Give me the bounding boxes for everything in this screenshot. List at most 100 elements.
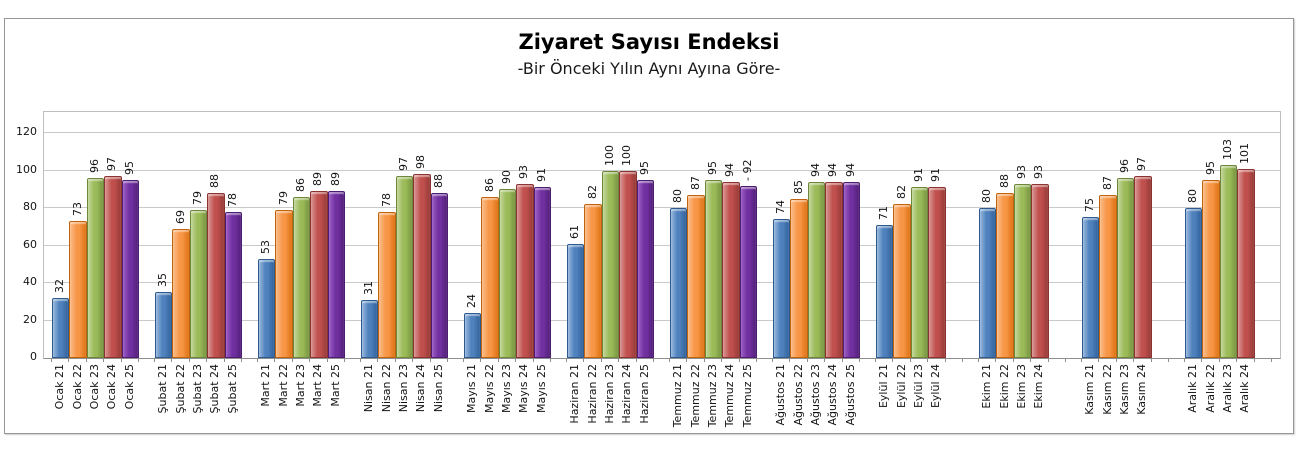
x-axis-tick bbox=[532, 358, 534, 362]
x-axis-category-label: Ağustos 24 bbox=[826, 364, 840, 426]
bar-şubat-22 bbox=[172, 228, 190, 358]
x-axis-tick bbox=[223, 358, 225, 362]
bar-value-label: 98 bbox=[414, 155, 428, 170]
bar-eylül-22 bbox=[893, 204, 911, 358]
bar-haziran-24 bbox=[619, 170, 637, 358]
x-axis-tick bbox=[550, 358, 551, 362]
x-axis-category-label: Ağustos 21 bbox=[774, 364, 788, 426]
y-axis-label-40: 40 bbox=[23, 275, 37, 288]
bar-eylül-23 bbox=[910, 187, 929, 358]
x-axis-tick bbox=[995, 358, 997, 362]
x-axis-category-label: Ekim 21 bbox=[980, 364, 994, 409]
x-axis-category-label: Temmuz 25 bbox=[740, 364, 754, 428]
bar-value-label: 96 bbox=[1118, 159, 1131, 173]
x-axis-tick bbox=[497, 358, 499, 362]
x-axis-category-label: Kasım 23 bbox=[1118, 364, 1131, 415]
bar-value-label: 94 bbox=[809, 162, 822, 177]
bar-eylül-24 bbox=[928, 187, 946, 358]
bar-haziran-22 bbox=[584, 204, 602, 358]
bar-mayıs-22 bbox=[481, 196, 499, 358]
x-axis-tick bbox=[394, 358, 396, 362]
x-axis-tick bbox=[1236, 358, 1238, 362]
x-axis-category-label: Kasım 24 bbox=[1135, 364, 1149, 415]
x-axis-category-label: Ocak 25 bbox=[122, 364, 136, 410]
bar-temmuz-22 bbox=[687, 194, 705, 358]
x-axis-tick bbox=[154, 358, 155, 362]
bar-value-label: 79 bbox=[191, 190, 204, 205]
bar-value-label: 80 bbox=[671, 189, 685, 203]
bar-value-label: 61 bbox=[568, 224, 582, 239]
x-axis-category-label: Nisan 23 bbox=[397, 364, 410, 413]
bar-temmuz-25 bbox=[739, 185, 757, 358]
bar-ağustos-21 bbox=[773, 219, 791, 358]
bar-ekim-22 bbox=[996, 193, 1014, 358]
x-axis-category-label: Mayıs 25 bbox=[534, 364, 548, 414]
bar-value-label: 90 bbox=[500, 170, 513, 185]
bar-ocak-21 bbox=[52, 298, 70, 358]
bar-mayıs-24 bbox=[516, 183, 534, 358]
x-axis-tick bbox=[429, 358, 431, 362]
x-axis-category-label: Haziran 22 bbox=[585, 364, 599, 424]
y-axis-label-20: 20 bbox=[23, 312, 37, 326]
bar-nisan-21 bbox=[361, 299, 379, 358]
bar-aralık-22 bbox=[1202, 179, 1220, 358]
x-axis-tick bbox=[326, 358, 328, 362]
x-axis-category-label: Haziran 21 bbox=[568, 364, 582, 424]
x-axis-category-label: Eylül 24 bbox=[929, 364, 943, 409]
bar-value-label: 97 bbox=[397, 157, 410, 172]
x-axis-tick bbox=[841, 358, 843, 362]
x-axis-category-label: Aralık 24 bbox=[1238, 364, 1252, 413]
x-axis-tick bbox=[309, 358, 311, 362]
x-axis-tick bbox=[859, 358, 860, 362]
x-axis-tick bbox=[1030, 358, 1032, 362]
x-axis-category-label: Aralık 22 bbox=[1203, 364, 1217, 413]
x-axis-tick bbox=[738, 358, 740, 362]
x-axis-tick bbox=[756, 358, 757, 362]
bar-value-label: 93 bbox=[517, 164, 531, 179]
bar-ocak-25 bbox=[121, 179, 139, 358]
y-gridline-100 bbox=[44, 169, 1280, 171]
x-axis-tick bbox=[480, 358, 482, 362]
x-axis-tick bbox=[635, 358, 637, 362]
chart-title: Ziyaret Sayısı Endeksi bbox=[518, 30, 780, 54]
bar-value-label: 94 bbox=[723, 162, 737, 177]
bar-value-label: 97 bbox=[1135, 157, 1149, 172]
bar-value-label: 86 bbox=[294, 177, 307, 192]
x-axis-category-label: Mart 25 bbox=[328, 364, 342, 407]
bar-value-label: 53 bbox=[259, 239, 273, 254]
x-axis-category-label: Mayıs 23 bbox=[500, 364, 513, 414]
x-axis-tick bbox=[583, 358, 585, 362]
bar-ekim-24 bbox=[1031, 183, 1049, 358]
x-axis-category-label: Mart 23 bbox=[294, 364, 307, 407]
bar-şubat-21 bbox=[155, 292, 173, 358]
bar-ekim-21 bbox=[979, 208, 997, 358]
bar-value-label: 69 bbox=[173, 209, 187, 224]
bar-value-label: 80 bbox=[1186, 189, 1200, 203]
x-axis-tick bbox=[1184, 358, 1185, 362]
x-axis-tick bbox=[360, 358, 361, 362]
bar-kasım-24 bbox=[1134, 176, 1152, 358]
x-axis-tick bbox=[1201, 358, 1203, 362]
bar-value-label: 97 bbox=[105, 157, 119, 172]
x-axis-tick bbox=[120, 358, 122, 362]
x-axis-category-label: Temmuz 22 bbox=[688, 364, 702, 428]
bar-ocak-22 bbox=[69, 221, 87, 358]
bar-value-label: 88 bbox=[997, 174, 1011, 188]
x-axis-category-label: Ağustos 23 bbox=[809, 364, 822, 426]
bar-value-label: 80 bbox=[980, 189, 994, 203]
bar-mayıs-23 bbox=[498, 189, 517, 358]
bar-value-label: 88 bbox=[431, 174, 445, 188]
bar-value-label: 95 bbox=[1203, 160, 1217, 175]
bar-mart-22 bbox=[275, 209, 293, 358]
bar-ağustos-24 bbox=[825, 181, 843, 358]
x-axis-tick bbox=[377, 358, 379, 362]
x-axis-category-label: Ocak 21 bbox=[53, 364, 67, 410]
y-axis-label-80: 80 bbox=[23, 200, 37, 213]
bar-mart-25 bbox=[327, 191, 345, 358]
bar-temmuz-23 bbox=[704, 179, 723, 358]
bar-value-label: 95 bbox=[122, 160, 136, 175]
plot-area bbox=[43, 111, 1281, 359]
x-axis-tick bbox=[892, 358, 894, 362]
x-axis-tick bbox=[1133, 358, 1135, 362]
bar-value-label: 73 bbox=[70, 202, 84, 217]
